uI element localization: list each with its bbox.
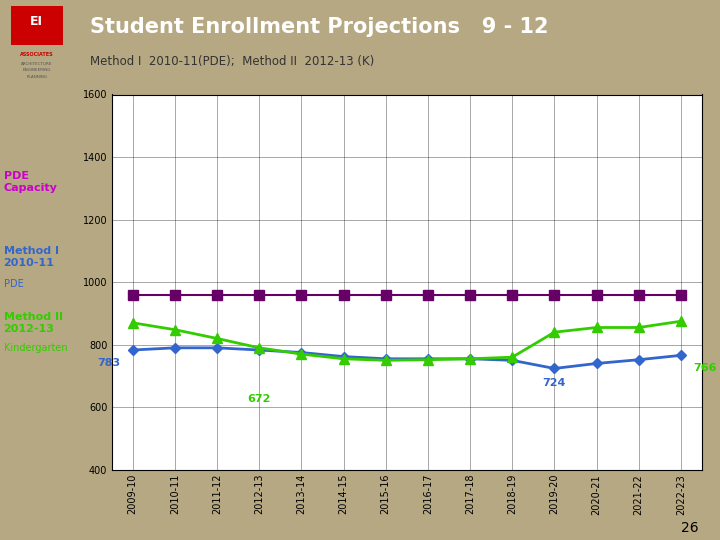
Text: Method I  2010-11(PDE);  Method II  2012-13 (K): Method I 2010-11(PDE); Method II 2012-13… — [90, 55, 374, 68]
Text: 724: 724 — [543, 378, 566, 388]
Text: 766: 766 — [693, 363, 717, 373]
Text: Kindergarten: Kindergarten — [4, 343, 67, 353]
Text: Method I
2010-11: Method I 2010-11 — [4, 246, 58, 268]
Bar — [11, 6, 63, 45]
Text: EI: EI — [30, 15, 43, 28]
Text: PDE
Capacity: PDE Capacity — [4, 171, 58, 193]
Text: ENGINEERING: ENGINEERING — [22, 69, 51, 72]
Text: Method II
2012-13: Method II 2012-13 — [4, 312, 63, 334]
Text: ASSOCIATES: ASSOCIATES — [20, 52, 53, 57]
Text: ARCHITECTURE: ARCHITECTURE — [21, 62, 53, 66]
Text: Student Enrollment Projections   9 - 12: Student Enrollment Projections 9 - 12 — [90, 17, 549, 37]
Text: 26: 26 — [681, 521, 698, 535]
Text: PDE: PDE — [4, 279, 23, 289]
Text: PLANNING: PLANNING — [26, 75, 48, 79]
Text: 783: 783 — [97, 358, 120, 368]
Text: 672: 672 — [248, 394, 271, 404]
